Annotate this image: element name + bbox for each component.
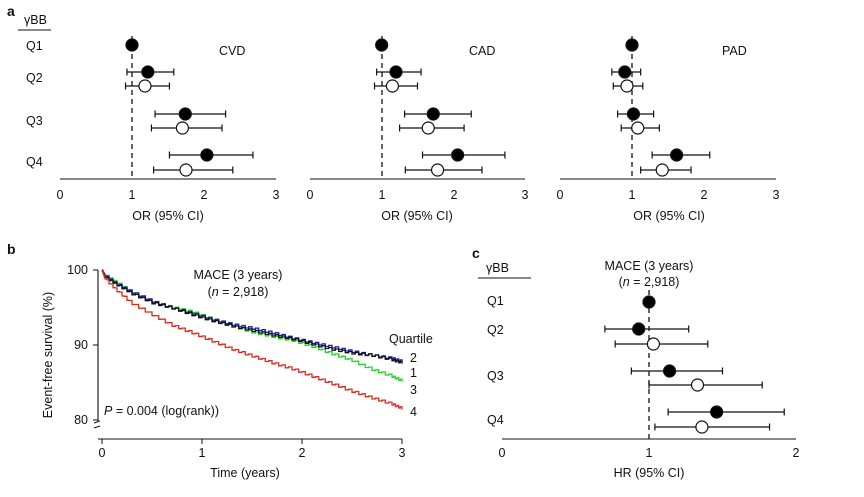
forest-cvd-xlabel: OR (95% CI) — [132, 209, 204, 223]
forest-cad-xtick-3: 3 — [522, 188, 529, 202]
a-row-header: γBB — [24, 13, 47, 27]
km-legend-label-quartile-1: 1 — [410, 366, 417, 380]
panel-label-b: b — [7, 241, 16, 257]
forest-hr-xlabel: HR (95% CI) — [614, 466, 685, 480]
forest-hr-subtitle: (n = 2,918) — [619, 275, 680, 289]
hr-q2-filled-point — [632, 322, 646, 336]
km-legend-label-quartile-4: 4 — [410, 405, 417, 419]
panel-label-a: a — [7, 3, 15, 19]
forest-pad-xtick-3: 3 — [773, 188, 780, 202]
km-legend-label-quartile-3: 3 — [410, 383, 417, 397]
cvd-q2-open-point — [138, 79, 152, 93]
km-xlabel: Time (years) — [210, 466, 280, 480]
a-quartile-label-q4: Q4 — [26, 155, 43, 169]
pad-q4-filled-point — [670, 148, 684, 162]
hr-q3-filled-point — [662, 364, 677, 378]
km-xtick-2: 2 — [299, 446, 306, 460]
survival-plot: 100 90 80 0 1 2 3 Time (years) Event-fre… — [41, 263, 433, 480]
km-curve-quartile-1 — [101, 269, 403, 364]
forest-hr-xtick-1: 1 — [646, 446, 653, 460]
cad-q4-filled-point — [451, 148, 465, 162]
cvd-q3-filled-point — [178, 107, 192, 121]
forest-cad-xtick-0: 0 — [307, 188, 314, 202]
cvd-q4-filled-point — [200, 148, 214, 162]
km-legend-title: Quartile — [389, 332, 433, 346]
forest-cad-xlabel: OR (95% CI) — [381, 209, 453, 223]
forest-cad-xtick-1: 1 — [379, 188, 386, 202]
km-legend-label-quartile-2: 2 — [410, 351, 417, 365]
km-subtitle: (n = 2,918) — [208, 285, 269, 299]
hr-q1-filled-point — [642, 295, 656, 309]
cad-q3-open-point — [421, 121, 435, 135]
hr-q4-open-point — [695, 420, 709, 434]
km-xtick-3: 3 — [399, 446, 406, 460]
pad-q1-filled-point — [625, 38, 639, 52]
forest-pad-xtick-1: 1 — [629, 188, 636, 202]
forest-plot-cad: CAD 0 1 2 3 OR (95% CI) — [307, 36, 529, 223]
hr-q2-open-point — [646, 337, 661, 351]
hr-q3-open-point — [690, 378, 705, 392]
km-ytick-100: 100 — [67, 263, 88, 277]
pad-q3-filled-point — [626, 107, 641, 121]
forest-pad-xtick-0: 0 — [557, 188, 564, 202]
pad-q4-open-point — [655, 163, 669, 177]
forest-plot-hr: MACE (3 years) (n = 2,918) 0 1 2 HR (95%… — [499, 259, 800, 480]
forest-cvd-xtick-1: 1 — [129, 188, 136, 202]
cad-q3-filled-point — [426, 107, 440, 121]
km-curve-quartile-4 — [101, 269, 403, 410]
forest-cad-xtick-2: 2 — [451, 188, 458, 202]
cvd-q2-filled-point — [141, 65, 155, 79]
km-xtick-0: 0 — [99, 446, 106, 460]
cvd-q1-filled-point — [125, 38, 139, 52]
forest-pad-title: PAD — [722, 44, 747, 58]
a-quartile-label-q3: Q3 — [26, 114, 43, 128]
forest-pad-xtick-2: 2 — [701, 188, 708, 202]
forest-cvd-title: CVD — [219, 44, 245, 58]
km-axis-break-icon — [93, 420, 101, 429]
pad-q2-open-point — [620, 79, 634, 93]
c-quartile-label-q1: Q1 — [487, 294, 504, 308]
pad-q2-filled-point — [618, 65, 632, 79]
forest-hr-xtick-0: 0 — [499, 446, 506, 460]
cad-q2-filled-point — [389, 65, 403, 79]
forest-plot-cvd: CVD 0 1 2 3 OR (95% CI) — [57, 36, 280, 223]
c-quartile-label-q3: Q3 — [487, 369, 504, 383]
cvd-q3-open-point — [175, 121, 189, 135]
forest-cvd-xtick-3: 3 — [273, 188, 280, 202]
a-quartile-label-q2: Q2 — [26, 71, 43, 85]
pad-q3-open-point — [631, 121, 645, 135]
km-ylabel: Event-free survival (%) — [41, 292, 55, 418]
forest-hr-title: MACE (3 years) — [605, 259, 694, 273]
forest-plot-pad: PAD 0 1 2 3 OR (95% CI) — [557, 36, 780, 223]
km-ytick-90: 90 — [74, 338, 88, 352]
forest-cvd-xtick-0: 0 — [57, 188, 64, 202]
km-xtick-1: 1 — [199, 446, 206, 460]
forest-cvd-xtick-2: 2 — [201, 188, 208, 202]
cad-q1-filled-point — [375, 38, 389, 52]
km-ytick-80: 80 — [74, 413, 88, 427]
c-row-header: γBB — [486, 261, 509, 275]
km-title: MACE (3 years) — [194, 268, 283, 282]
forest-cad-title: CAD — [469, 44, 495, 58]
km-pvalue-annotation: P = 0.004 (log(rank)) — [104, 404, 219, 418]
c-quartile-label-q2: Q2 — [487, 323, 504, 337]
km-curve-quartile-2 — [101, 269, 403, 363]
c-quartile-label-q4: Q4 — [487, 413, 504, 427]
cvd-q4-open-point — [179, 163, 193, 177]
panel-label-c: c — [472, 245, 480, 261]
forest-hr-xtick-2: 2 — [793, 446, 800, 460]
cad-q4-open-point — [430, 163, 445, 177]
forest-pad-xlabel: OR (95% CI) — [633, 209, 705, 223]
hr-q4-filled-point — [710, 405, 724, 419]
cad-q2-open-point — [385, 79, 400, 93]
a-quartile-label-q1: Q1 — [26, 39, 43, 53]
